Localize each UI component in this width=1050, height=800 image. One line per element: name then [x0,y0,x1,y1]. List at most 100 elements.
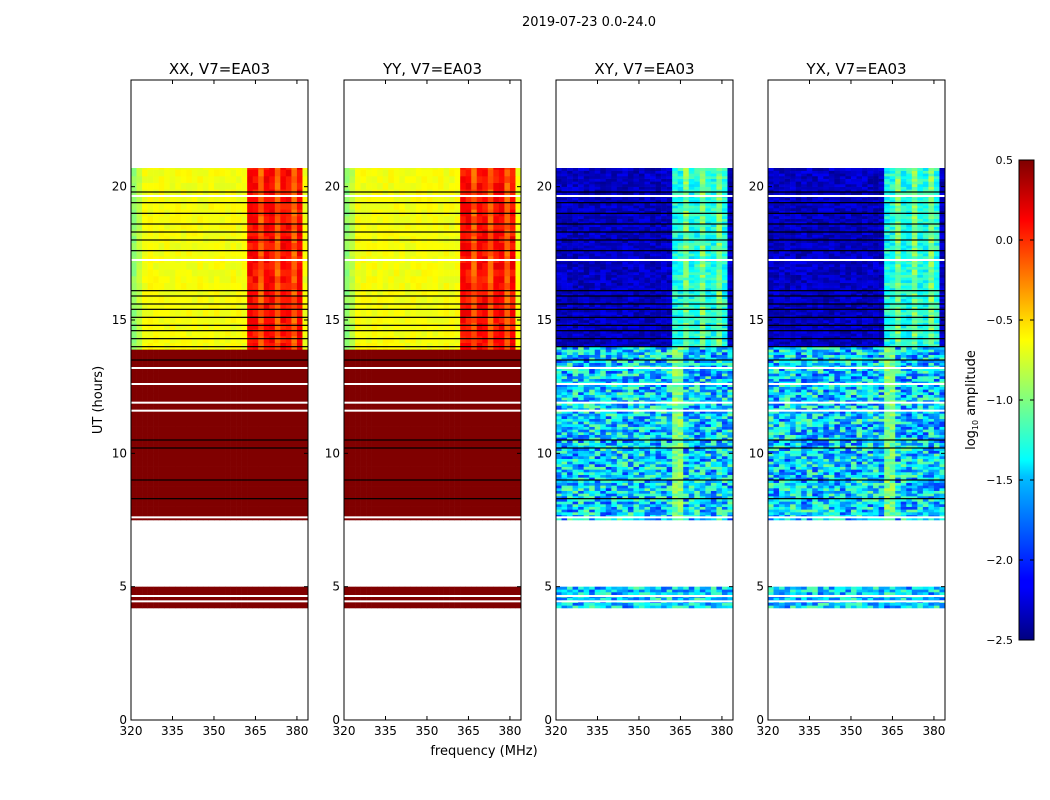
heatmap-cell [136,433,143,441]
heatmap-cell [716,450,723,454]
heatmap-cell [382,493,389,501]
heatmap-cell [274,276,281,283]
heatmap-cell [616,469,623,473]
heatmap-cell [493,366,500,374]
heatmap-cell [147,473,154,481]
heatmap-cell [285,433,292,441]
heatmap-cell [627,450,634,454]
heatmap-cell [355,269,361,277]
heatmap-cell [213,336,220,343]
heatmap-cell [393,289,400,297]
heatmap-cell [388,322,395,330]
heatmap-cell [465,302,472,310]
heatmap-cell [280,426,287,434]
heatmap-cell [633,490,640,494]
heatmap-cell [219,349,226,354]
heatmap-cell [399,169,406,177]
heatmap-cell [377,446,384,454]
heatmap-cell [371,242,378,250]
heatmap-cell [136,486,143,494]
heatmap-cell [360,386,367,394]
heatmap-cell [131,588,137,595]
heatmap-cell [230,486,237,494]
heatmap-cell [710,602,717,606]
heatmap-cell [360,473,367,481]
heatmap-cell [296,426,303,434]
heatmap-cell [476,336,483,343]
heatmap-cell [493,506,500,514]
heatmap-cell [710,466,717,470]
heatmap-cell [650,597,656,601]
heatmap-cell [415,480,422,487]
heatmap-cell [388,316,395,323]
heatmap-cell [476,393,483,401]
heatmap-cell [438,182,444,190]
heatmap-cell [366,366,372,374]
heatmap-cell [241,302,248,310]
heatmap-cell [191,276,198,283]
heatmap-cell [465,366,472,374]
heatmap-cell [360,309,367,317]
heatmap-cell [509,586,516,589]
heatmap-cell [302,353,309,361]
heatmap-cell [705,488,712,491]
heatmap-cell [191,440,198,447]
heatmap-cell [426,349,433,354]
heatmap-cell [705,498,712,502]
heatmap-cell [449,176,455,183]
heatmap-cell [225,588,231,595]
heatmap-cell [296,349,303,354]
heatmap-cell [366,282,372,290]
heatmap-cell [164,182,171,190]
heatmap-cell [147,229,154,237]
heatmap-cell [274,433,281,441]
heatmap-cell [349,302,356,310]
heatmap-cell [269,433,276,441]
heatmap-cell [247,282,253,290]
heatmap-cell [572,450,579,454]
heatmap-cell [169,480,176,487]
heatmap-cell [605,464,612,467]
heatmap-cell [616,509,623,513]
heatmap-cell [191,353,198,361]
heatmap-cell [410,480,417,487]
y-tick-label: 0 [119,713,127,727]
heatmap-cell [404,594,411,602]
heatmap-cell [366,196,372,203]
heatmap-cell [471,316,478,323]
heatmap-cell [699,477,706,481]
heatmap-cell [699,490,706,494]
heatmap-cell [567,450,573,454]
heatmap-cell [410,169,417,177]
heatmap-cell [197,493,204,501]
heatmap-cell [515,386,522,394]
heatmap-cell [644,453,651,457]
heatmap-cell [705,456,712,459]
heatmap-cell [169,229,176,237]
heatmap-cell [186,420,193,427]
heatmap-cell [147,222,154,230]
heatmap-cell [710,469,717,473]
heatmap-cell [225,329,231,337]
heatmap-cell [426,216,433,223]
heatmap-cell [219,196,226,203]
heatmap-cell [454,282,461,290]
heatmap-cell [382,189,389,197]
heatmap-cell [594,466,601,470]
heatmap-cell [498,336,505,343]
heatmap-cell [694,485,701,489]
heatmap-cell [180,426,187,434]
heatmap-cell [169,393,176,401]
heatmap-cell [471,413,478,421]
heatmap-cell [175,316,182,323]
heatmap-cell [355,222,361,230]
heatmap-cell [432,222,439,230]
heatmap-cell [594,482,601,486]
heatmap-cell [426,426,433,434]
heatmap-cell [236,466,242,474]
heatmap-cell [274,466,281,474]
heatmap-cell [274,282,281,290]
heatmap-cell [449,506,455,514]
heatmap-cell [285,413,292,421]
heatmap-cell [269,506,276,514]
